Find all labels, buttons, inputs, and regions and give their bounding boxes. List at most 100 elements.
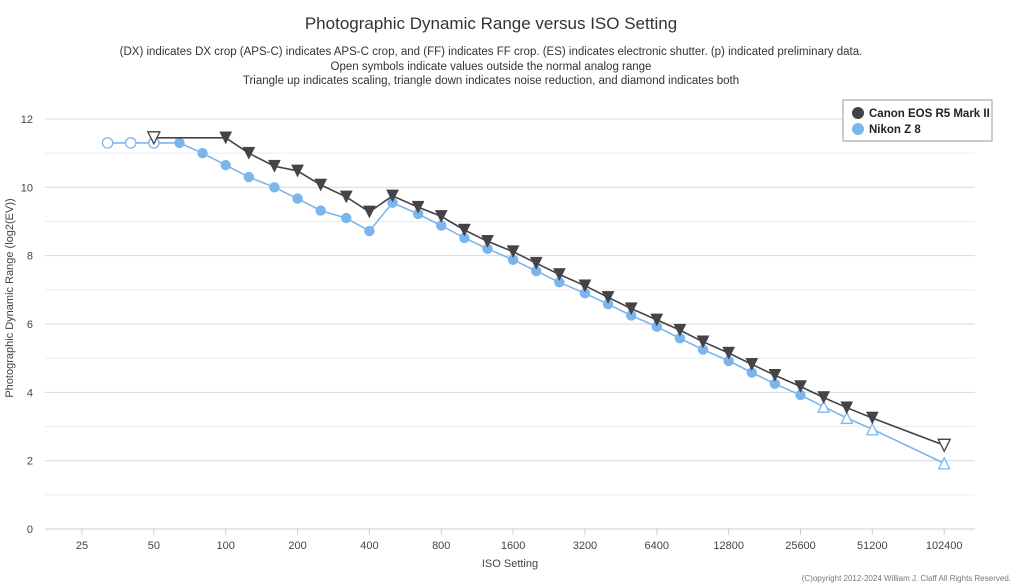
data-point[interactable] [578,279,592,293]
data-point[interactable] [746,367,757,378]
copyright-credit: (C)opyright 2012-2024 William J. Claff A… [802,574,1011,583]
grid-lines [45,118,975,496]
data-point[interactable] [291,164,304,178]
legend-box [842,99,993,142]
legend-marker-nikon [852,123,864,135]
x-tick-label: 12800 [713,540,744,552]
data-point[interactable] [650,313,664,327]
x-tick-label: 51200 [857,540,888,552]
x-tick-label: 25600 [785,540,816,552]
legend-label-canon: Canon EOS R5 Mark II [869,108,990,120]
data-point[interactable] [674,333,686,344]
data-point[interactable] [146,131,161,146]
data-point[interactable] [174,137,185,149]
data-point[interactable] [482,243,493,255]
data-point[interactable] [554,277,565,288]
data-point[interactable] [768,369,782,382]
data-point[interactable] [840,411,854,425]
data-point[interactable] [794,380,807,394]
x-tick-label: 400 [360,540,378,552]
series-canon [146,131,952,453]
data-point[interactable] [865,422,879,436]
y-tick-label: 6 [27,319,33,331]
y-tick-label: 12 [21,114,33,126]
data-point[interactable] [696,335,710,349]
data-point[interactable] [457,223,471,237]
x-tick-label: 102400 [926,540,963,552]
chart-title: Photographic Dynamic Range versus ISO Se… [305,14,677,33]
data-point[interactable] [459,232,470,244]
chart-subtitle-line-2: Open symbols indicate values outside the… [331,61,652,73]
data-point[interactable] [769,378,781,389]
data-point[interactable] [269,182,280,193]
x-tick-label: 200 [288,540,306,552]
legend-marker-canon [852,107,864,119]
data-point[interactable] [434,210,448,223]
data-point[interactable] [579,288,591,299]
data-point[interactable] [364,225,375,237]
data-point[interactable] [341,212,352,224]
data-point[interactable] [339,190,353,204]
data-point[interactable] [673,323,687,337]
legend-item-canon[interactable]: Canon EOS R5 Mark II [852,107,990,120]
y-axis-ticks: 0 2 4 6 8 10 12 [21,114,33,536]
data-point[interactable] [723,355,734,367]
data-point[interactable] [197,147,208,159]
x-tick-label: 100 [217,540,235,552]
data-point[interactable] [292,193,303,204]
data-point[interactable] [601,291,615,304]
legend[interactable]: Canon EOS R5 Mark II Nikon Z 8 [842,99,993,142]
data-point[interactable] [242,146,256,160]
data-point[interactable] [865,411,879,425]
data-point[interactable] [387,197,398,208]
series-nikon [101,137,951,470]
data-point[interactable] [481,235,494,248]
data-point[interactable] [626,310,637,321]
data-point[interactable] [745,358,759,371]
data-point[interactable] [817,391,831,405]
data-point[interactable] [412,208,424,220]
x-tick-label: 3200 [573,540,597,552]
data-point[interactable] [817,399,831,413]
data-point[interactable] [506,245,520,259]
data-point[interactable] [531,265,542,277]
data-point[interactable] [411,200,425,214]
data-point[interactable] [507,254,519,265]
data-point[interactable] [314,178,328,192]
data-point[interactable] [124,137,137,149]
series-line [107,142,945,465]
data-point[interactable] [219,131,233,145]
data-point[interactable] [315,205,326,216]
data-point[interactable] [937,456,951,470]
x-tick-label: 800 [432,540,450,552]
data-point[interactable] [651,321,662,332]
series-layer [101,131,952,470]
y-axis-title: Photographic Dynamic Range (log2(EV)) [4,198,16,397]
data-point[interactable] [937,438,952,453]
data-point[interactable] [624,302,638,316]
y-tick-label: 0 [27,524,33,536]
data-point[interactable] [529,256,543,270]
data-point[interactable] [362,205,376,219]
data-point[interactable] [101,137,114,149]
data-point[interactable] [552,268,566,282]
data-point[interactable] [220,159,231,171]
y-tick-label: 4 [27,387,33,399]
data-point[interactable] [436,220,447,231]
data-point[interactable] [697,344,709,355]
y-tick-label: 10 [21,182,33,194]
legend-item-nikon[interactable]: Nikon Z 8 [852,123,921,136]
x-axis-ticks: 25 50 100 200 400 800 1600 3200 6400 12800 25600 51… [76,529,963,552]
data-point[interactable] [840,401,854,415]
data-point[interactable] [795,389,806,401]
chart-subtitle-line-3: Triangle up indicates scaling, triangle … [243,75,739,87]
data-point[interactable] [386,189,399,203]
x-axis-title: ISO Setting [482,558,538,570]
legend-label-nikon: Nikon Z 8 [869,124,921,136]
y-tick-label: 8 [27,251,33,263]
data-point[interactable] [268,159,281,173]
data-point[interactable] [722,346,736,360]
data-point[interactable] [602,298,614,310]
data-point[interactable] [243,171,255,183]
